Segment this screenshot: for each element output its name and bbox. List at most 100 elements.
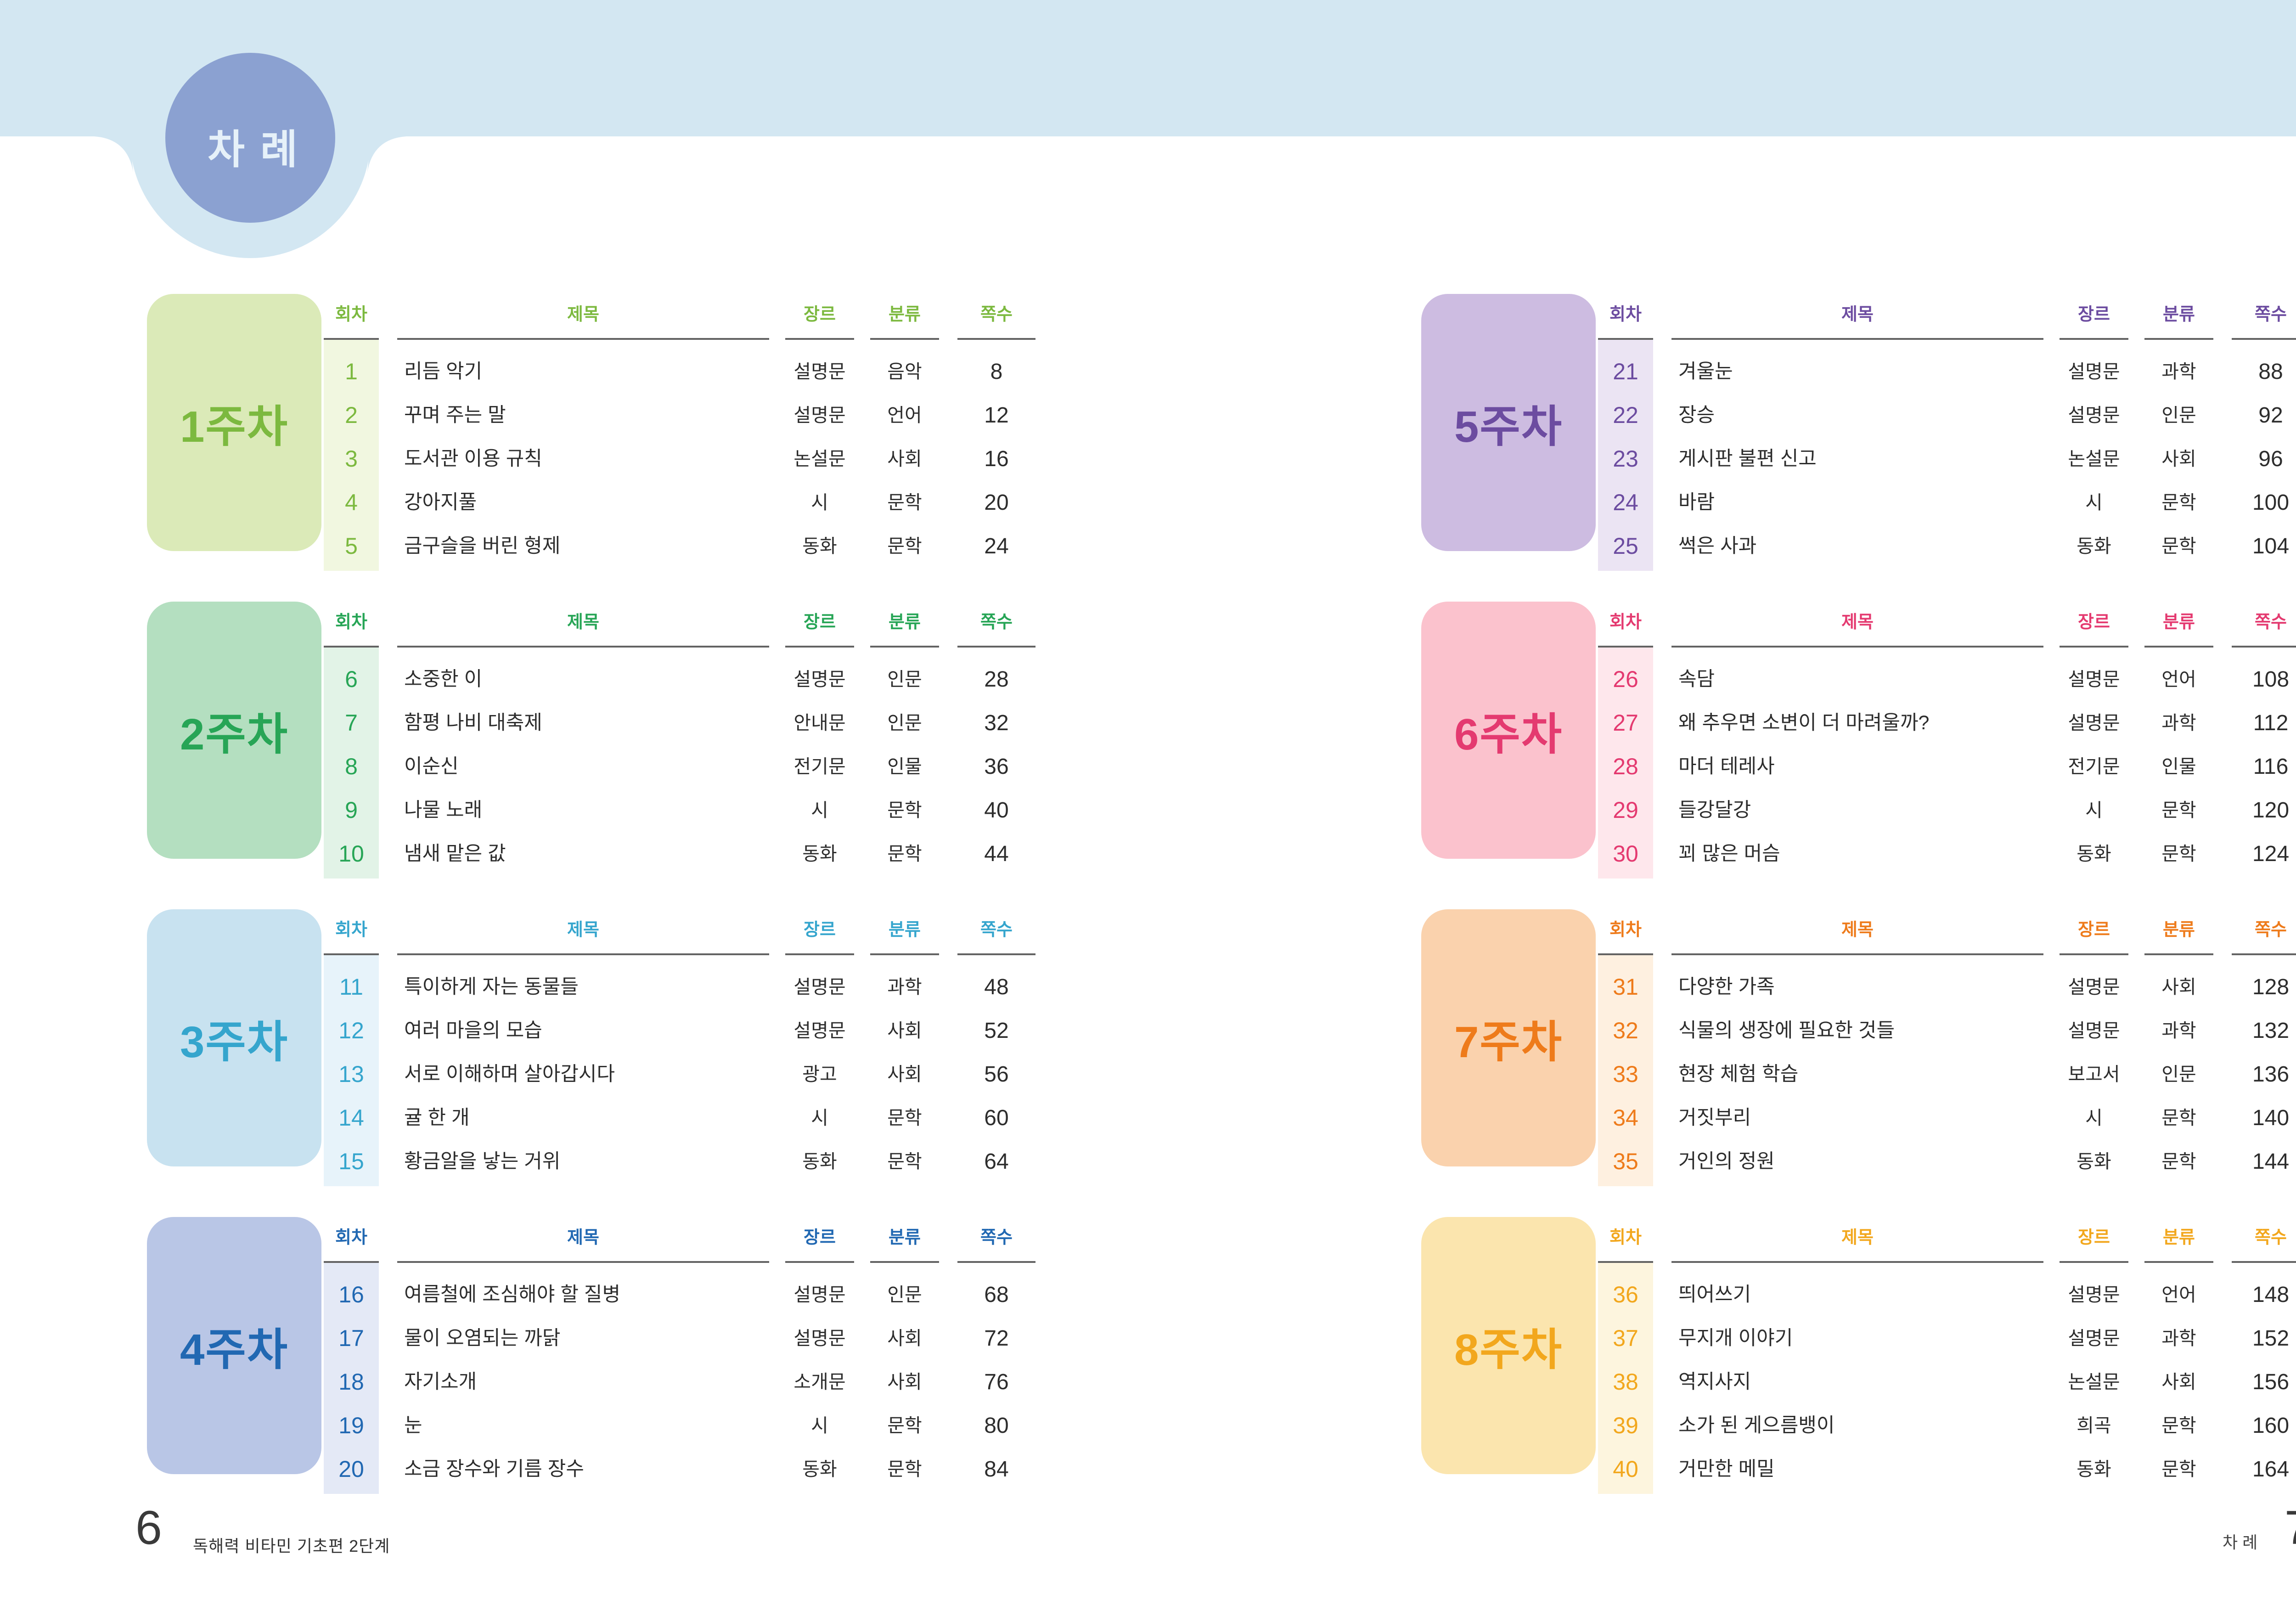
lesson-page-number: 112 bbox=[2253, 711, 2289, 735]
lesson-genre: 전기문 bbox=[793, 756, 846, 777]
lesson-genre: 설명문 bbox=[2068, 1284, 2120, 1305]
column-header-title: 제목 bbox=[1841, 1228, 1874, 1247]
session-number: 13 bbox=[338, 1061, 364, 1087]
column-header-session: 회차 bbox=[335, 613, 367, 632]
column-header-category: 분류 bbox=[889, 613, 921, 632]
lesson-category: 인문 bbox=[2161, 1064, 2196, 1085]
lesson-title: 식물의 생장에 필요한 것들 bbox=[1678, 1020, 1895, 1042]
column-header-category: 분류 bbox=[889, 1228, 921, 1247]
badge-circle bbox=[165, 53, 335, 223]
lesson-title: 왜 추우면 소변이 더 마려울까? bbox=[1678, 712, 1930, 734]
column-header-rule bbox=[397, 338, 769, 340]
lesson-title: 꾸며 주는 말 bbox=[404, 404, 506, 426]
lesson-page-number: 56 bbox=[984, 1062, 1009, 1087]
lesson-genre: 시 bbox=[2085, 1107, 2103, 1128]
lesson-title: 리듬 악기 bbox=[404, 361, 483, 383]
column-header-category: 분류 bbox=[2163, 920, 2195, 940]
column-header-rule bbox=[1671, 338, 2043, 340]
lesson-page-number: 132 bbox=[2252, 1019, 2290, 1043]
column-header-rule bbox=[1598, 646, 1653, 648]
column-header-rule bbox=[870, 1261, 939, 1263]
lesson-title: 다양한 가족 bbox=[1678, 976, 1775, 998]
lesson-title: 소중한 이 bbox=[404, 668, 483, 690]
lesson-genre: 동화 bbox=[2077, 1151, 2111, 1172]
column-header-rule bbox=[1671, 646, 2043, 648]
lesson-genre: 희곡 bbox=[2077, 1415, 2111, 1436]
lesson-page-number: 88 bbox=[2258, 360, 2283, 384]
lesson-page-number: 84 bbox=[984, 1457, 1009, 1481]
column-header-category: 분류 bbox=[889, 305, 921, 324]
lesson-genre: 설명문 bbox=[793, 669, 846, 690]
lesson-category: 인물 bbox=[2161, 756, 2196, 777]
lesson-page-number: 68 bbox=[984, 1283, 1009, 1307]
lesson-title: 현장 체험 학습 bbox=[1678, 1063, 1799, 1085]
column-header-rule bbox=[785, 953, 854, 955]
week-block bbox=[147, 294, 321, 551]
lesson-genre: 설명문 bbox=[793, 1328, 846, 1349]
lesson-page-number: 108 bbox=[2252, 667, 2290, 692]
footer-left-page-number: 6 bbox=[135, 1501, 162, 1555]
lesson-page-number: 16 bbox=[984, 447, 1009, 471]
footer-book-title: 독해력 비타민 기초편 2단계 bbox=[193, 1537, 390, 1555]
week-block bbox=[147, 909, 321, 1166]
column-header-rule bbox=[324, 1261, 379, 1263]
lesson-genre: 설명문 bbox=[2068, 1020, 2120, 1041]
lesson-genre: 설명문 bbox=[2068, 712, 2120, 733]
week-label: 8주차 bbox=[1454, 1325, 1563, 1374]
lesson-genre: 설명문 bbox=[793, 405, 846, 426]
column-header-rule bbox=[870, 953, 939, 955]
column-header-rule bbox=[957, 1261, 1035, 1263]
lesson-category: 문학 bbox=[2161, 1107, 2196, 1128]
lesson-genre: 동화 bbox=[2077, 843, 2111, 864]
week-block bbox=[1421, 294, 1596, 551]
lesson-category: 문학 bbox=[2161, 1459, 2196, 1480]
column-header-rule bbox=[1598, 953, 1653, 955]
column-header-rule bbox=[2060, 1261, 2128, 1263]
session-number-strip bbox=[324, 1262, 379, 1494]
lesson-genre: 동화 bbox=[802, 1459, 837, 1480]
lesson-category: 과학 bbox=[887, 976, 922, 997]
session-number: 29 bbox=[1613, 797, 1638, 823]
lesson-category: 문학 bbox=[887, 1415, 922, 1436]
lesson-page-number: 120 bbox=[2252, 798, 2290, 822]
lesson-genre: 설명문 bbox=[793, 1020, 846, 1041]
column-header-page: 쪽수 bbox=[2255, 920, 2287, 940]
session-number-strip bbox=[1598, 954, 1653, 1186]
lesson-category: 과학 bbox=[2161, 361, 2196, 382]
week-section: 8주차 회차 제목 장르 분류 쪽수 36 띄어쓰기 설명문 언어 148 37 무지개 이야기 설명문 과… bbox=[1421, 1217, 2296, 1504]
lesson-category: 음악 bbox=[887, 361, 922, 382]
column-header-rule bbox=[957, 646, 1035, 648]
lesson-title: 금구슬을 버린 형제 bbox=[404, 535, 561, 557]
lesson-category: 사회 bbox=[2161, 448, 2196, 469]
lesson-page-number: 104 bbox=[2252, 534, 2290, 558]
column-header-rule bbox=[785, 338, 854, 340]
lesson-genre: 소개문 bbox=[793, 1371, 846, 1392]
lesson-page-number: 92 bbox=[2258, 403, 2283, 428]
lesson-page-number: 76 bbox=[984, 1370, 1009, 1394]
lesson-category: 언어 bbox=[2161, 669, 2196, 690]
page-title: 차례 bbox=[208, 127, 313, 172]
column-header-rule bbox=[397, 953, 769, 955]
lesson-page-number: 156 bbox=[2252, 1370, 2290, 1394]
column-header-session: 회차 bbox=[1609, 920, 1642, 940]
lesson-page-number: 164 bbox=[2252, 1457, 2290, 1481]
column-header-rule bbox=[957, 338, 1035, 340]
session-number: 22 bbox=[1613, 402, 1638, 428]
column-header-rule bbox=[1598, 338, 1653, 340]
lesson-page-number: 152 bbox=[2252, 1326, 2290, 1351]
column-header-rule bbox=[324, 953, 379, 955]
session-number: 3 bbox=[345, 446, 358, 472]
column-header-rule bbox=[2060, 646, 2128, 648]
footer-right-page-number: 7 bbox=[2285, 1501, 2296, 1555]
lesson-category: 문학 bbox=[2161, 492, 2196, 513]
session-number: 6 bbox=[345, 666, 358, 692]
session-number: 17 bbox=[338, 1325, 364, 1351]
lesson-genre: 논설문 bbox=[2068, 448, 2120, 469]
lesson-genre: 시 bbox=[811, 800, 828, 821]
lesson-page-number: 136 bbox=[2252, 1062, 2290, 1087]
lesson-genre: 논설문 bbox=[2068, 1371, 2120, 1392]
lesson-genre: 설명문 bbox=[793, 976, 846, 997]
lesson-genre: 논설문 bbox=[793, 448, 846, 469]
session-number: 15 bbox=[338, 1149, 364, 1174]
